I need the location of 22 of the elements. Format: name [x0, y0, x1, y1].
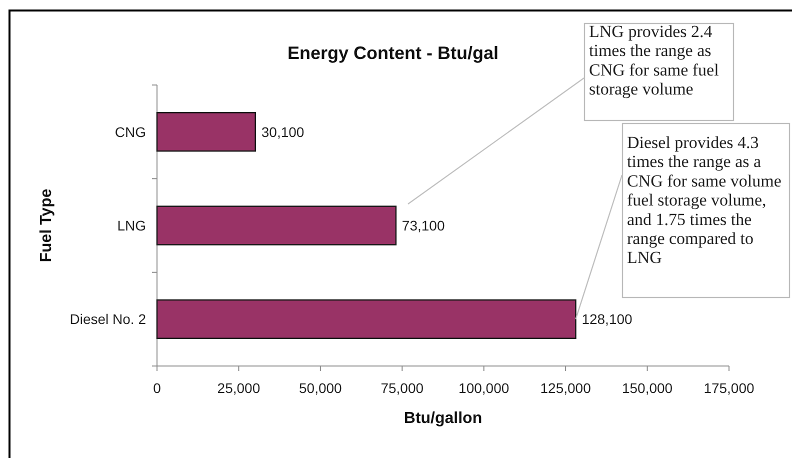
y-axis-title: Fuel Type: [38, 188, 55, 262]
chart-title: Energy Content - Btu/gal: [288, 43, 498, 63]
data-label: 73,100: [402, 218, 445, 234]
bar: [156, 206, 397, 246]
x-axis-title: Btu/gallon: [404, 410, 482, 427]
y-tick-label: Diesel No. 2: [70, 311, 146, 328]
x-tick-label: 50,000: [299, 380, 342, 396]
bar: [156, 112, 256, 152]
y-tick-label: LNG: [117, 218, 146, 234]
x-tick-label: 125,000: [540, 380, 592, 396]
bar: [156, 299, 576, 340]
y-tick-label: CNG: [114, 124, 146, 140]
x-tick-label: 25,000: [217, 380, 260, 396]
x-tick-label: 0: [153, 380, 162, 396]
x-tick-label: 150,000: [622, 380, 673, 396]
text: LNG provides 2.4 times the range as CNG for same fuel storage volume: [589, 22, 720, 99]
data-label: 30,100: [261, 124, 304, 140]
data-label: 128,100: [582, 311, 633, 328]
x-tick-label: 75,000: [380, 380, 424, 396]
x-tick-label: 100,000: [458, 380, 510, 396]
annotation: Diesel provides 4.3 times the range as a CNG for same volume fuel storage volume, and 1.75 times the range compared to LNG: [627, 133, 782, 268]
x-tick-label: 175,000: [704, 380, 755, 396]
